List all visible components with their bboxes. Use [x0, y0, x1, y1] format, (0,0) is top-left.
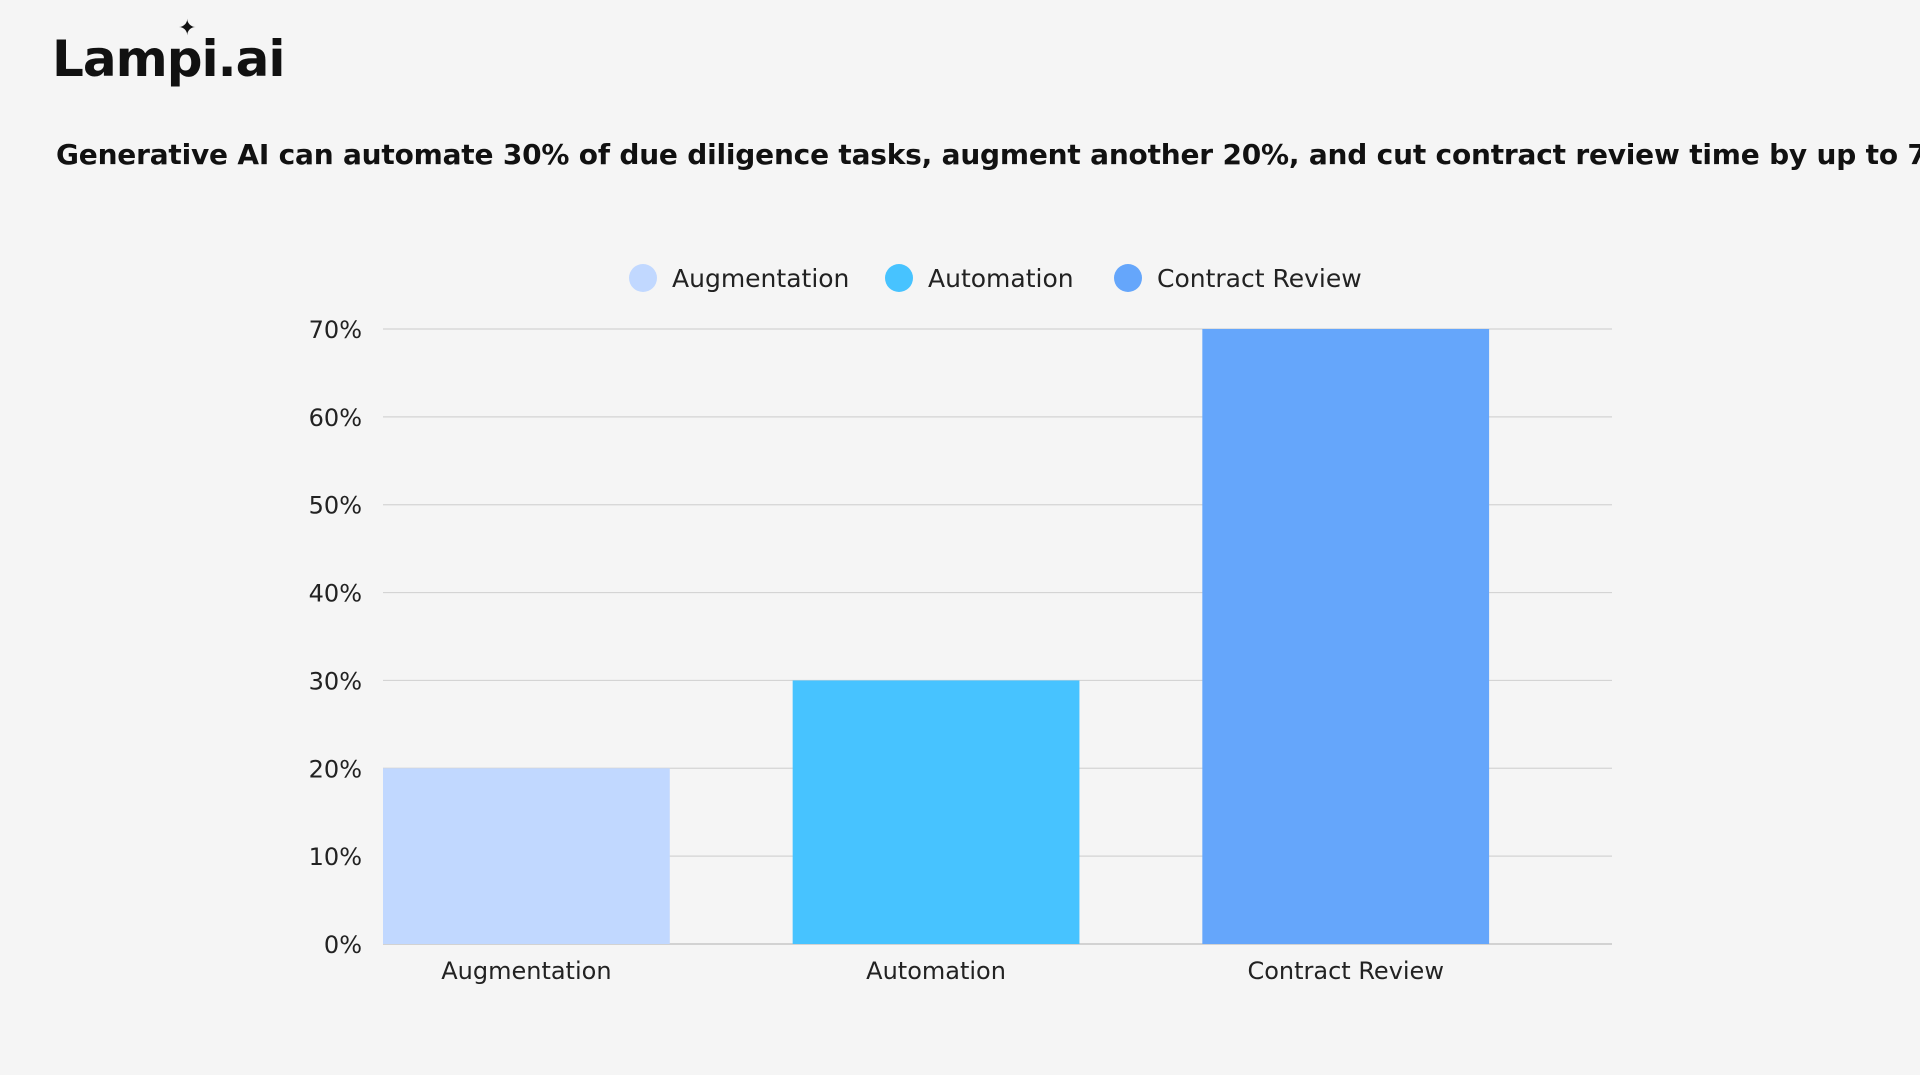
x-axis-ticks: Augmentation Automation Contract Review: [441, 957, 1444, 985]
y-axis-ticks: 0% 10% 20% 30% 40% 50% 60% 70%: [309, 316, 362, 959]
legend-swatch: [885, 264, 913, 292]
y-tick-label: 20%: [309, 755, 362, 783]
bar-contract-review[interactable]: [1202, 329, 1490, 944]
bars: [383, 329, 1490, 944]
x-tick-label: Automation: [866, 957, 1006, 985]
legend-swatch: [629, 264, 657, 292]
y-tick-label: 50%: [309, 492, 362, 520]
legend-label[interactable]: Contract Review: [1157, 264, 1362, 293]
sparkle-icon: ✦: [178, 16, 197, 41]
y-tick-label: 60%: [309, 404, 362, 432]
x-tick-label: Contract Review: [1247, 957, 1444, 985]
logo-text: Lampi.ai: [52, 30, 286, 88]
legend: Augmentation Automation Contract Review: [629, 264, 1362, 293]
y-tick-label: 10%: [309, 843, 362, 871]
brand-logo[interactable]: Lampi.ai ✦: [52, 16, 286, 94]
page-title: Generative AI can automate 30% of due di…: [56, 138, 1920, 171]
legend-swatch: [1114, 264, 1142, 292]
y-tick-label: 30%: [309, 667, 362, 695]
legend-label[interactable]: Augmentation: [672, 264, 849, 293]
y-tick-label: 40%: [309, 580, 362, 608]
x-tick-label: Augmentation: [441, 957, 611, 985]
y-tick-label: 70%: [309, 316, 362, 344]
bar-automation[interactable]: [792, 680, 1080, 944]
bar-augmentation[interactable]: [383, 768, 670, 944]
y-tick-label: 0%: [324, 931, 362, 959]
legend-label[interactable]: Automation: [928, 264, 1074, 293]
